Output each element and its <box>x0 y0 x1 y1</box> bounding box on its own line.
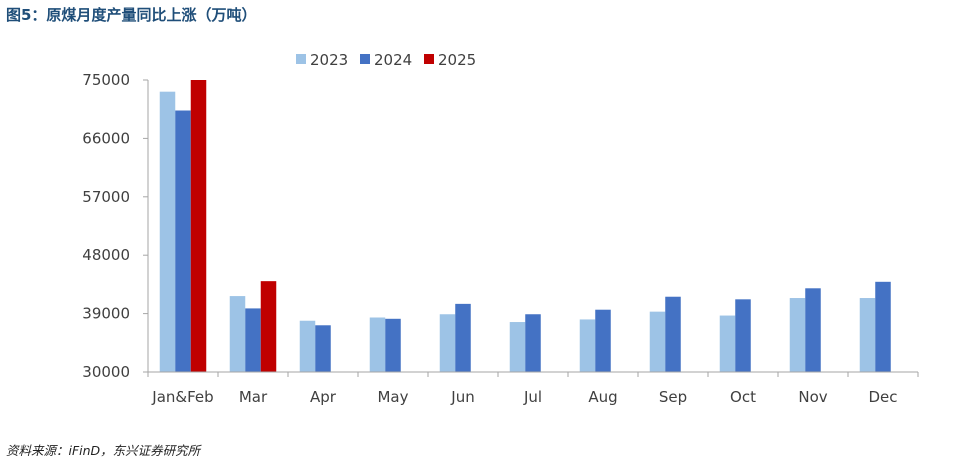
bar-2024-apr <box>315 325 331 372</box>
bar-chart: 2023 2024 2025 75000 66000 57000 48000 39000 30… <box>82 51 919 406</box>
bar-2024-nov <box>805 288 821 372</box>
source-note: 资料来源：iFinD，东兴证券研究所 <box>6 443 201 458</box>
bar-2023-oct <box>719 315 736 372</box>
x-tick-label: Dec <box>868 388 897 406</box>
legend-swatch-2025 <box>424 54 434 64</box>
legend-label-2024: 2024 <box>374 51 412 69</box>
bar-2023-nov <box>789 298 806 372</box>
legend-label-2025: 2025 <box>438 51 476 69</box>
legend: 2023 2024 2025 <box>296 51 476 69</box>
x-tick-label: Mar <box>239 388 268 406</box>
bar-2023-jan-feb <box>159 91 176 373</box>
y-tick-label: 30000 <box>82 363 130 381</box>
bars <box>159 80 891 373</box>
bar-2024-sep <box>665 296 681 372</box>
bar-2025-mar <box>260 281 277 372</box>
bar-2025-jan-feb <box>190 80 207 372</box>
bar-2024-may <box>385 318 401 372</box>
x-tick-label: Sep <box>659 388 687 406</box>
x-axis: Jan&Feb Mar Apr May Jun Jul Aug Sep Oct Nov Dec <box>147 371 919 406</box>
bar-2024-mar <box>245 308 261 372</box>
bar-2023-aug <box>579 319 596 372</box>
bar-2023-mar <box>229 296 246 372</box>
y-tick-label: 39000 <box>82 305 130 323</box>
y-tick-label: 66000 <box>82 129 130 147</box>
legend-swatch-2024 <box>360 54 370 64</box>
y-tick-label: 75000 <box>82 71 130 89</box>
x-tick-label: Oct <box>730 388 756 406</box>
bar-2024-jul <box>525 314 541 372</box>
x-tick-label: Apr <box>310 388 337 406</box>
bar-2023-apr <box>299 320 316 372</box>
bar-2023-jun <box>439 314 456 372</box>
y-tick-label: 48000 <box>82 246 130 264</box>
bar-2023-dec <box>859 298 876 372</box>
y-axis: 75000 66000 57000 48000 39000 30000 <box>82 71 149 381</box>
legend-label-2023: 2023 <box>310 51 348 69</box>
bar-2024-aug <box>595 309 611 372</box>
legend-swatch-2023 <box>296 54 306 64</box>
bar-2023-may <box>369 317 386 372</box>
bar-2024-oct <box>735 299 751 372</box>
x-tick-label: May <box>377 388 408 406</box>
x-tick-label: Jul <box>523 388 542 406</box>
y-tick-label: 57000 <box>82 188 130 206</box>
chart-title: 图5：原煤月度产量同比上涨（万吨） <box>6 6 257 24</box>
bar-2024-dec <box>875 281 891 372</box>
bar-2023-sep <box>649 311 666 372</box>
bar-2024-jun <box>455 303 471 372</box>
x-tick-label: Jun <box>450 388 474 406</box>
x-tick-label: Jan&Feb <box>151 388 213 406</box>
bar-2023-jul <box>509 322 526 372</box>
x-tick-label: Nov <box>798 388 827 406</box>
bar-2024-jan-feb <box>175 110 191 373</box>
x-tick-label: Aug <box>588 388 617 406</box>
